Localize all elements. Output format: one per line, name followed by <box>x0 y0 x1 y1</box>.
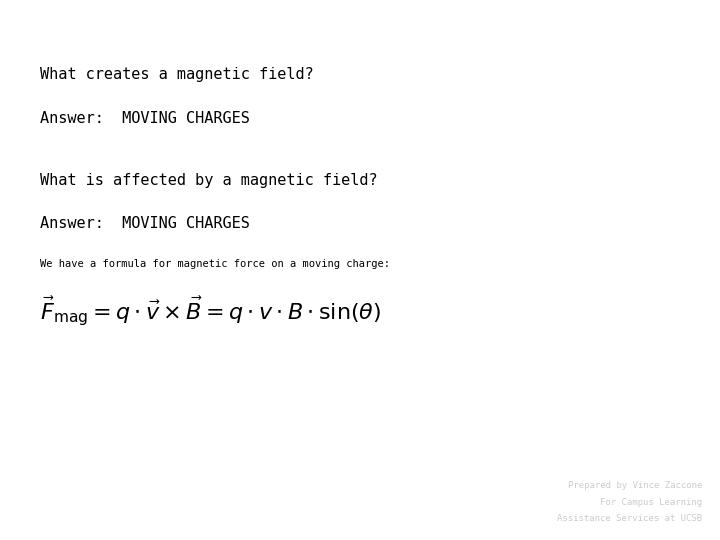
Text: Assistance Services at UCSB: Assistance Services at UCSB <box>557 514 702 523</box>
Text: Prepared by Vince Zaccone: Prepared by Vince Zaccone <box>567 481 702 490</box>
Text: $\vec{F}_{\mathrm{mag}} = q \cdot \vec{v} \times \vec{B} = q \cdot v \cdot B \cd: $\vec{F}_{\mathrm{mag}} = q \cdot \vec{v… <box>40 294 381 328</box>
Text: What is affected by a magnetic field?: What is affected by a magnetic field? <box>40 173 377 188</box>
Text: Answer:  MOVING CHARGES: Answer: MOVING CHARGES <box>40 216 249 231</box>
Text: What creates a magnetic field?: What creates a magnetic field? <box>40 68 313 83</box>
Text: For Campus Learning: For Campus Learning <box>600 498 702 507</box>
Text: Answer:  MOVING CHARGES: Answer: MOVING CHARGES <box>40 111 249 126</box>
Text: We have a formula for magnetic force on a moving charge:: We have a formula for magnetic force on … <box>40 259 390 269</box>
